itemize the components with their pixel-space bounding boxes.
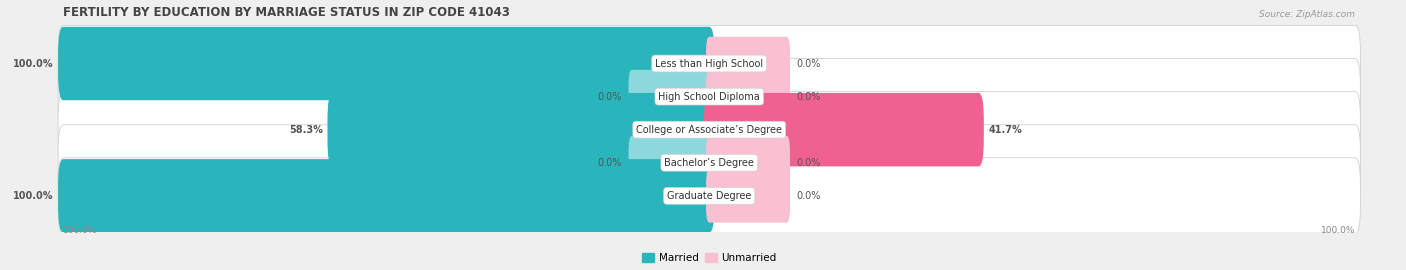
FancyBboxPatch shape xyxy=(706,70,790,123)
Text: 100.0%: 100.0% xyxy=(63,227,98,235)
FancyBboxPatch shape xyxy=(58,25,1361,102)
FancyBboxPatch shape xyxy=(628,136,713,190)
Text: 0.0%: 0.0% xyxy=(796,59,821,69)
FancyBboxPatch shape xyxy=(58,27,714,100)
Text: 100.0%: 100.0% xyxy=(13,191,53,201)
FancyBboxPatch shape xyxy=(706,37,790,90)
Text: Bachelor’s Degree: Bachelor’s Degree xyxy=(664,158,754,168)
FancyBboxPatch shape xyxy=(58,92,1361,168)
Text: Graduate Degree: Graduate Degree xyxy=(666,191,751,201)
Text: 0.0%: 0.0% xyxy=(598,158,621,168)
Text: 0.0%: 0.0% xyxy=(796,92,821,102)
Text: 100.0%: 100.0% xyxy=(13,59,53,69)
Text: 0.0%: 0.0% xyxy=(796,191,821,201)
FancyBboxPatch shape xyxy=(58,158,1361,234)
Text: High School Diploma: High School Diploma xyxy=(658,92,761,102)
Text: Less than High School: Less than High School xyxy=(655,59,763,69)
FancyBboxPatch shape xyxy=(706,136,790,190)
FancyBboxPatch shape xyxy=(58,59,1361,135)
Text: 0.0%: 0.0% xyxy=(796,158,821,168)
FancyBboxPatch shape xyxy=(706,169,790,223)
Text: 0.0%: 0.0% xyxy=(598,92,621,102)
Text: Source: ZipAtlas.com: Source: ZipAtlas.com xyxy=(1260,9,1355,19)
FancyBboxPatch shape xyxy=(328,93,714,166)
FancyBboxPatch shape xyxy=(704,93,984,166)
Text: FERTILITY BY EDUCATION BY MARRIAGE STATUS IN ZIP CODE 41043: FERTILITY BY EDUCATION BY MARRIAGE STATU… xyxy=(63,6,510,19)
FancyBboxPatch shape xyxy=(58,125,1361,201)
FancyBboxPatch shape xyxy=(628,70,713,123)
Legend: Married, Unmarried: Married, Unmarried xyxy=(640,251,779,265)
Text: 100.0%: 100.0% xyxy=(1320,227,1355,235)
Text: 41.7%: 41.7% xyxy=(988,125,1022,135)
FancyBboxPatch shape xyxy=(58,159,714,232)
Text: 58.3%: 58.3% xyxy=(290,125,323,135)
Text: College or Associate’s Degree: College or Associate’s Degree xyxy=(637,125,782,135)
